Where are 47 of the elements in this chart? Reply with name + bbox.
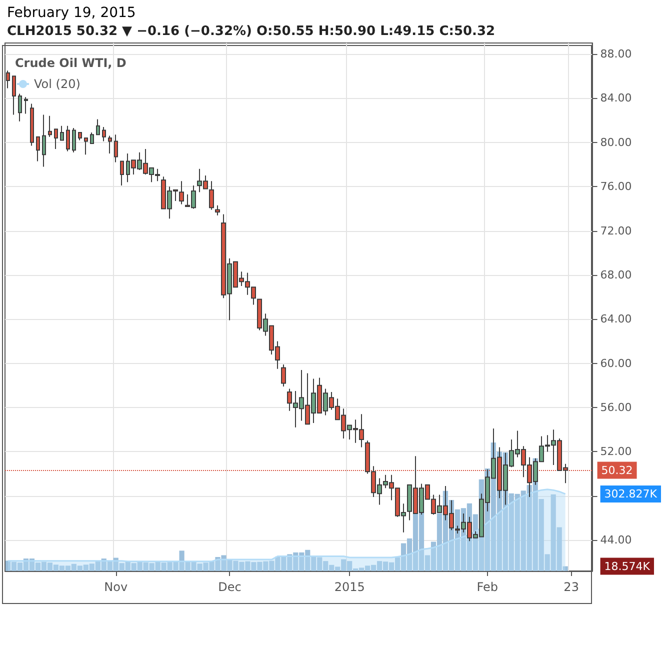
candlestick — [48, 115, 52, 138]
y-tick-label: 88.00 — [600, 48, 632, 61]
annotation: Crude Oil WTI, D — [15, 56, 126, 70]
candlestick — [24, 96, 28, 114]
candlestick — [215, 204, 220, 216]
candlestick — [84, 137, 88, 156]
x-tick-label: 2015 — [334, 580, 365, 594]
candlestick — [281, 364, 286, 388]
legend-label: Vol (20) — [34, 77, 80, 91]
x-tick-label: Dec — [218, 580, 242, 594]
x-tick-label: Nov — [104, 580, 128, 594]
candlestick — [60, 125, 64, 141]
candlestick — [18, 93, 22, 122]
y-tick-label: 60.00 — [600, 356, 632, 370]
chart-subtitle: CLH2015 50.32 ▼ −0.16 (−0.32%) O:50.55 H:50.90 L:49.15 C:50.32 — [7, 24, 496, 39]
candlestick — [209, 180, 214, 210]
y-tick-label: 56.00 — [600, 401, 632, 414]
candlestick — [66, 125, 70, 152]
candlestick — [42, 114, 46, 168]
candlestick — [102, 126, 106, 142]
candlestick — [179, 180, 184, 205]
candlestick — [12, 76, 16, 116]
y-tick-label: 52.00 — [600, 445, 632, 458]
candlestick — [96, 118, 100, 136]
y-tick-label: 44.00 — [600, 534, 632, 547]
candlestick — [54, 128, 58, 150]
candlestick — [72, 128, 76, 153]
candlestick — [30, 103, 34, 146]
ref-line-label: 50.32 — [601, 464, 633, 477]
y-tick-label: 80.00 — [600, 136, 632, 149]
chart-title: February 19, 2015 — [7, 5, 136, 21]
y-tick-label: 68.00 — [600, 268, 632, 282]
y2-tick-label: 18.574K — [604, 560, 651, 573]
x-tick-label: Feb — [476, 580, 498, 594]
candlestick — [6, 70, 10, 89]
candlestick — [120, 160, 124, 186]
y2-tick-label: 302.827K — [604, 487, 658, 500]
candlestick — [114, 134, 118, 163]
candlestick — [78, 132, 82, 141]
x-tick-label: 23 — [564, 580, 579, 594]
y-tick-label: 64.00 — [600, 312, 632, 326]
y-tick-label: 72.00 — [600, 224, 632, 238]
candlestick — [36, 136, 40, 162]
y-tick-label: 76.00 — [600, 180, 632, 194]
candlestick — [108, 135, 112, 154]
y-tick-label: 84.00 — [600, 92, 632, 105]
candlestick — [90, 132, 94, 144]
